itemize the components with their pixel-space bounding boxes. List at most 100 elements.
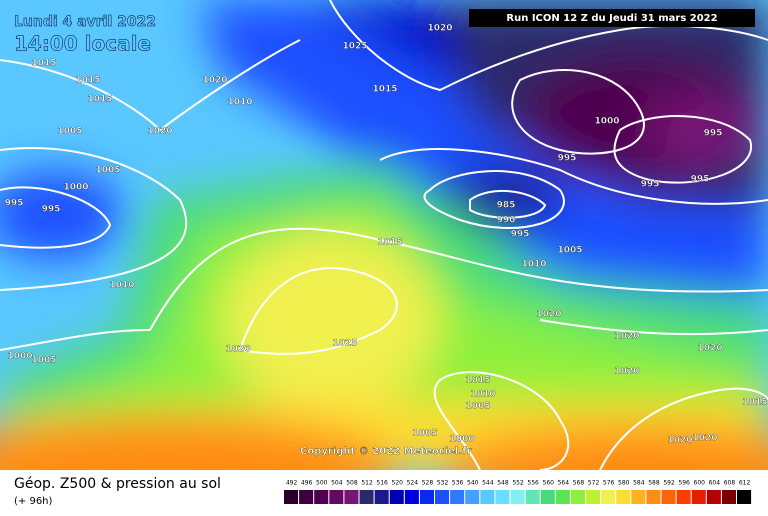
isobar-label: 1015	[87, 95, 112, 105]
scale-swatch	[586, 490, 601, 504]
scale-label: 596	[678, 480, 690, 487]
scale-label: 580	[618, 480, 630, 487]
scale-swatch	[721, 490, 736, 504]
isobar-label: 1005	[95, 166, 120, 176]
isobar-label: 1025	[342, 42, 367, 52]
isobar-label: 1005	[31, 356, 56, 366]
scale-label: 496	[301, 480, 313, 487]
scale-label: 536	[452, 480, 464, 487]
scale-label: 516	[376, 480, 388, 487]
scale-label: 576	[603, 480, 615, 487]
isobar-label: 1015	[377, 238, 402, 248]
isobar-label: 1000	[7, 352, 32, 362]
scale-label: 532	[437, 480, 449, 487]
isobar-label: 1020	[427, 24, 452, 34]
footer-lead: (+ 96h)	[14, 496, 53, 507]
scale-label: 604	[709, 480, 721, 487]
scale-swatch	[646, 490, 661, 504]
scale-label: 612	[739, 480, 751, 487]
isobar-label: 1025	[332, 339, 357, 349]
scale-label: 492	[286, 480, 298, 487]
scale-swatch	[737, 490, 752, 504]
isobar-label: 985	[497, 201, 516, 211]
isobar-label: 1010	[109, 281, 134, 291]
run-box	[469, 9, 755, 27]
isobar-label: 1015	[742, 398, 767, 408]
scale-label: 512	[361, 480, 373, 487]
scale-swatch	[540, 490, 555, 504]
isobars	[0, 0, 768, 470]
scale-swatch	[359, 490, 374, 504]
scale-label: 584	[633, 480, 645, 487]
scale-swatch	[435, 490, 450, 504]
isobar-label: 990	[497, 216, 516, 226]
scale-swatch	[480, 490, 495, 504]
isobar-label: 995	[641, 180, 660, 190]
isobar-label: 1020	[692, 434, 717, 444]
scale-swatch	[570, 490, 585, 504]
scale-swatch	[389, 490, 404, 504]
isobar-label: 1000	[594, 117, 619, 127]
scale-label: 560	[543, 480, 555, 487]
isobar-label: 1020	[667, 436, 692, 446]
scale-label: 520	[392, 480, 404, 487]
isobar-label: 1005	[412, 429, 437, 439]
isobar-label: 1010	[470, 390, 495, 400]
scale-swatch	[374, 490, 389, 504]
footer-title: Géop. Z500 & pression au sol	[14, 476, 221, 492]
isobar-label: 1015	[372, 85, 397, 95]
isobar-label: 1020	[225, 345, 250, 355]
scale-label: 556	[527, 480, 539, 487]
run-info: Run ICON 12 Z du Jeudi 31 mars 2022	[506, 13, 717, 24]
isobar-label: 1005	[465, 402, 490, 412]
scale-swatch	[465, 490, 480, 504]
scale-swatch	[404, 490, 419, 504]
isobar-label: 1020	[147, 127, 172, 137]
isobar-label: 995	[511, 230, 530, 240]
isobar-label: 1020	[614, 332, 639, 342]
scale-swatch	[284, 490, 299, 504]
isobar-label: 1005	[557, 246, 582, 256]
scale-label: 508	[346, 480, 358, 487]
time-label: 14:00 locale	[14, 32, 151, 56]
isobar-label: 995	[42, 205, 61, 215]
date-label: Lundi 4 avril 2022	[14, 14, 156, 30]
scale-label: 544	[482, 480, 494, 487]
isobar-label: 995	[558, 154, 577, 164]
scale-label: 588	[648, 480, 660, 487]
isobar-label: 995	[5, 199, 24, 209]
isobar-label: 1015	[31, 59, 56, 69]
scale-swatch	[299, 490, 314, 504]
scale-swatch	[706, 490, 721, 504]
scale-swatch	[631, 490, 646, 504]
scale-swatch	[329, 490, 344, 504]
isobar-label: 1020	[697, 344, 722, 354]
scale-label: 540	[467, 480, 479, 487]
scale-swatch	[450, 490, 465, 504]
scale-label: 548	[497, 480, 509, 487]
scale-swatch	[495, 490, 510, 504]
scale-label: 504	[331, 480, 343, 487]
scale-swatch	[661, 490, 676, 504]
scale-swatch	[676, 490, 691, 504]
scale-label: 528	[422, 480, 434, 487]
isobar-label: 995	[691, 175, 710, 185]
scale-label: 592	[663, 480, 675, 487]
scale-swatch	[616, 490, 631, 504]
scale-label: 552	[512, 480, 524, 487]
scale-label: 524	[407, 480, 419, 487]
scale-label: 600	[694, 480, 706, 487]
isobar-label: 1015	[465, 376, 490, 386]
scale-swatch	[419, 490, 434, 504]
scale-swatch	[510, 490, 525, 504]
isobar-label: 1020	[614, 367, 639, 377]
scale-label: 608	[724, 480, 736, 487]
isobar-label: 1020	[202, 76, 227, 86]
scale-swatch	[314, 490, 329, 504]
isobar-label: 1020	[536, 310, 561, 320]
labels: 1015 1015 1015 1020 1025 1020 1015 1010 1020 1005…	[4, 23, 767, 446]
isobar-label: 1010	[521, 260, 546, 270]
scale-label: 572	[588, 480, 600, 487]
scale-label: 564	[558, 480, 570, 487]
